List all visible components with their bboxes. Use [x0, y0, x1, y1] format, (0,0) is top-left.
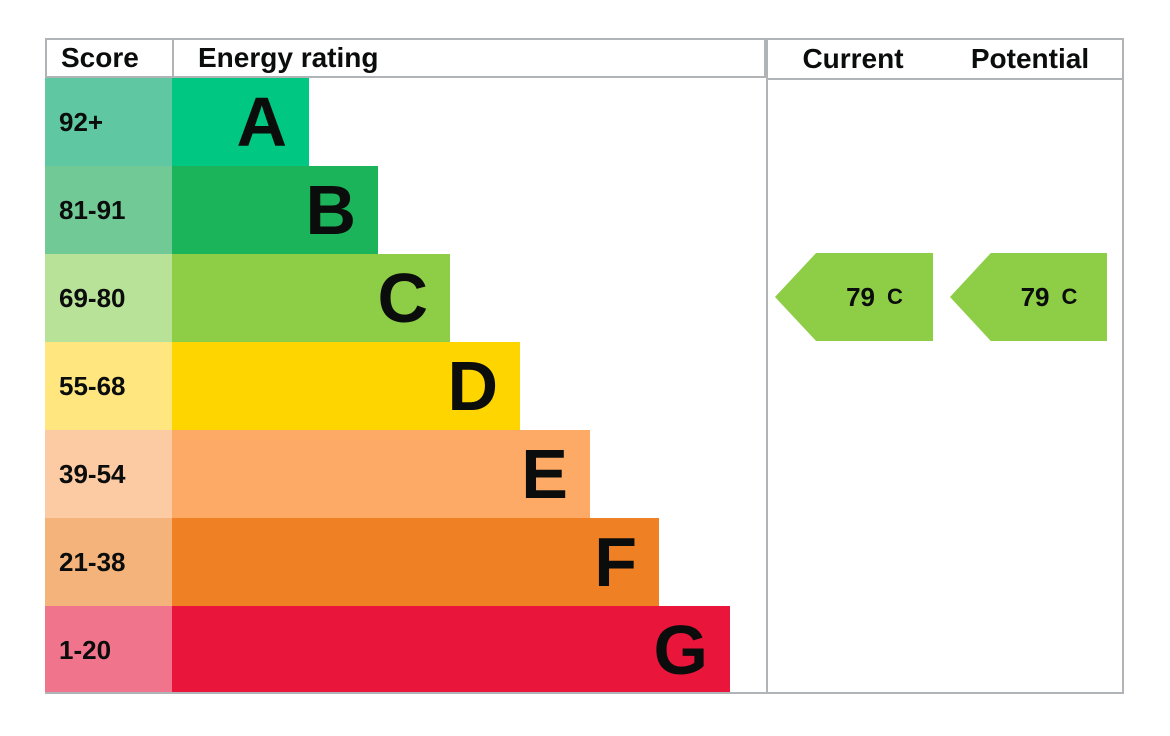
current-column: Current: [766, 38, 940, 694]
band-row: 1-20 G: [0, 606, 766, 694]
band-letter: A: [236, 83, 287, 161]
band-score-range: 21-38: [45, 518, 172, 606]
potential-column-header: Potential: [938, 40, 1122, 80]
score-column-header: Score: [47, 40, 174, 76]
band-letter: D: [447, 347, 498, 425]
band-row: 92+ A: [0, 78, 766, 166]
band-score-range: 81-91: [45, 166, 172, 254]
current-column-header: Current: [768, 40, 938, 80]
band-score-range: 92+: [45, 78, 172, 166]
band-bar: F: [172, 518, 659, 606]
band-bar: C: [172, 254, 450, 342]
band-bar: G: [172, 606, 730, 694]
band-score-range: 39-54: [45, 430, 172, 518]
band-letter: E: [521, 435, 568, 513]
band-bar: B: [172, 166, 378, 254]
bands-bottom-border: [45, 692, 766, 694]
potential-rating-value: 79: [1020, 281, 1050, 312]
band-bar: A: [172, 78, 309, 166]
potential-rating-band: C: [1061, 284, 1078, 309]
energy-rating-column-header: Energy rating: [198, 42, 379, 73]
band-score-range: 69-80: [45, 254, 172, 342]
band-letter: G: [653, 611, 708, 689]
potential-column: Potential: [938, 38, 1124, 694]
band-row: 69-80 C: [0, 254, 766, 342]
band-bar: E: [172, 430, 590, 518]
band-score-range: 55-68: [45, 342, 172, 430]
band-letter: C: [377, 259, 428, 337]
current-rating-value: 79: [846, 281, 876, 312]
band-row: 39-54 E: [0, 430, 766, 518]
current-rating-band: C: [887, 284, 903, 309]
band-letter: B: [305, 171, 356, 249]
band-row: 81-91 B: [0, 166, 766, 254]
band-row: 21-38 F: [0, 518, 766, 606]
band-row: 55-68 D: [0, 342, 766, 430]
band-letter: F: [594, 523, 637, 601]
band-score-range: 1-20: [45, 606, 172, 694]
chart-header-row: Score Energy rating: [45, 38, 766, 78]
band-bar: D: [172, 342, 520, 430]
